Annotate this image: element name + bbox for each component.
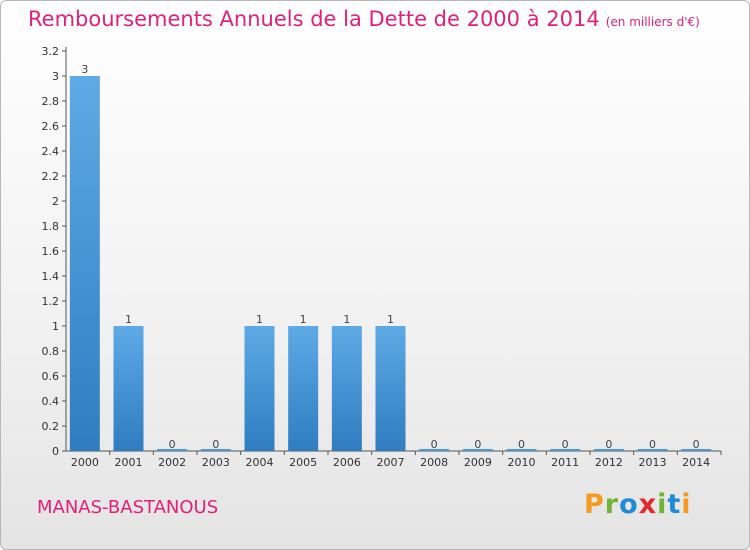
y-tick-label: 1.6 [42,245,60,258]
logo-letter: x [638,489,658,520]
y-tick-label: 3.2 [42,45,60,58]
x-tick-label-2010: 2010 [508,456,536,469]
y-tick-label: 2.8 [42,95,60,108]
value-label-2008: 0 [431,438,438,451]
logo-letter: P [584,489,605,520]
value-label-2005: 1 [300,313,307,326]
y-tick-label: 2.2 [42,170,60,183]
x-tick-label-2009: 2009 [464,456,492,469]
y-tick-label: 1 [52,320,59,333]
y-tick-label: 2 [52,195,59,208]
value-label-2003: 0 [212,438,219,451]
x-tick-label-2003: 2003 [202,456,230,469]
x-tick-label-2008: 2008 [420,456,448,469]
x-tick-label-2014: 2014 [682,456,710,469]
bar-2004 [244,326,275,451]
bar-2005 [288,326,319,451]
bar-2000 [69,76,100,451]
x-tick-label-2005: 2005 [289,456,317,469]
y-tick-label: 1.2 [42,295,60,308]
value-label-2006: 1 [343,313,350,326]
value-label-2010: 0 [518,438,525,451]
bar-2001 [113,326,144,451]
y-tick-label: 1.4 [42,270,60,283]
x-tick-label-2007: 2007 [377,456,405,469]
value-label-2011: 0 [562,438,569,451]
logo-letter: o [619,489,639,520]
x-tick-label-2002: 2002 [158,456,186,469]
x-tick-label-2013: 2013 [639,456,667,469]
y-tick-label: 0 [52,445,59,458]
logo-letter: t [667,489,682,520]
y-tick-label: 0.6 [42,370,60,383]
value-label-2001: 1 [125,313,132,326]
x-tick-label-2006: 2006 [333,456,361,469]
proxiti-logo: Proxiti [584,489,692,520]
x-tick-label-2001: 2001 [115,456,143,469]
value-label-2004: 1 [256,313,263,326]
x-tick-label-2004: 2004 [246,456,274,469]
value-label-2000: 3 [81,63,88,76]
value-label-2013: 0 [649,438,656,451]
y-tick-label: 0.2 [42,420,60,433]
logo-letter: r [604,489,620,520]
value-label-2014: 0 [693,438,700,451]
y-tick-label: 0.8 [42,345,60,358]
value-label-2009: 0 [474,438,481,451]
logo-letter: i [681,489,692,520]
value-label-2012: 0 [605,438,612,451]
x-tick-label-2012: 2012 [595,456,623,469]
y-tick-label: 1.8 [42,220,60,233]
y-tick-label: 2.4 [42,145,60,158]
chart-title-block: Remboursements Annuels de la Dette de 20… [28,7,700,31]
chart-subtitle: (en milliers d'€) [605,15,700,29]
x-tick-label-2011: 2011 [551,456,579,469]
bar-2006 [331,326,362,451]
value-label-2007: 1 [387,313,394,326]
value-label-2002: 0 [169,438,176,451]
commune-name: MANAS-BASTANOUS [37,497,219,518]
chart-title: Remboursements Annuels de la Dette de 20… [28,7,600,31]
bar-2007 [375,326,406,451]
y-tick-label: 3 [52,70,59,83]
logo-letter: i [657,489,668,520]
y-tick-label: 2.6 [42,120,60,133]
x-tick-label-2000: 2000 [71,456,99,469]
y-tick-label: 0.4 [42,395,60,408]
